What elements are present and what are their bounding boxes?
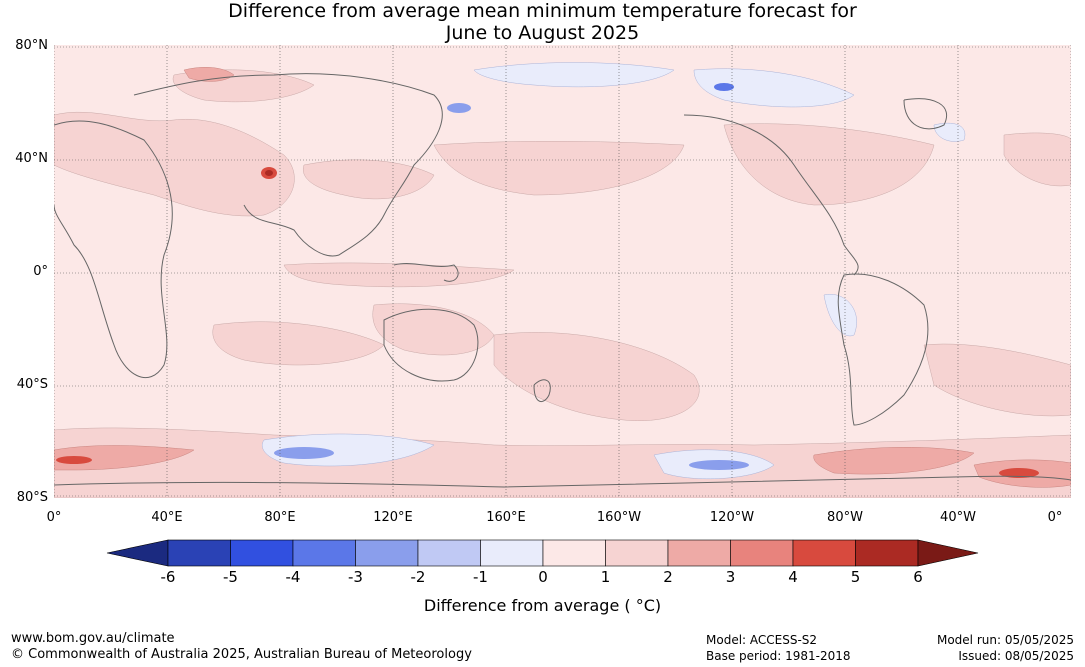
- colorbar-swatch: [792, 539, 856, 567]
- map-title: Difference from average mean minimum tem…: [0, 0, 1085, 44]
- lon-label-120w: 120°W: [709, 510, 755, 525]
- colorbar-swatch: [167, 539, 231, 567]
- lon-label-40w: 40°W: [940, 510, 976, 525]
- lon-label-80e: 80°E: [264, 510, 296, 525]
- colorbar-tick-label: -2: [410, 568, 426, 586]
- anomaly-minus-3-to-minus-2-regions: [714, 83, 734, 91]
- footer-website[interactable]: www.bom.gov.au/climate: [11, 631, 175, 646]
- footer-base-period: Base period: 1981-2018: [706, 649, 851, 663]
- lon-label-80w: 80°W: [827, 510, 863, 525]
- colorbar-tick-label: 4: [788, 568, 798, 586]
- anomaly-minus-2-to-minus-1-regions: [274, 103, 749, 470]
- anomaly-minus-1-to-0-regions: [261, 62, 966, 480]
- colorbar-swatch: [605, 539, 669, 567]
- lon-label-0: 0°: [46, 510, 62, 525]
- colorbar-swatch: [292, 539, 356, 567]
- lon-label-160e: 160°E: [486, 510, 526, 525]
- colorbar-extend-low: [106, 539, 169, 567]
- lon-label-120e: 120°E: [373, 510, 413, 525]
- colorbar-tick-label: -6: [160, 568, 176, 586]
- footer-copyright: © Commonwealth of Australia 2025, Austra…: [11, 647, 472, 662]
- colorbar-swatch: [667, 539, 731, 567]
- colorbar-swatch: [480, 539, 544, 567]
- colorbar-tick-label: -3: [348, 568, 363, 586]
- colorbar-swatch: [730, 539, 794, 567]
- footer-model: Model: ACCESS-S2: [706, 633, 818, 647]
- colorbar-swatch: [855, 539, 919, 567]
- colorbar-tick-label: 5: [850, 568, 861, 586]
- colorbar-tick-label: 3: [725, 568, 736, 586]
- footer-issued: Issued: 08/05/2025: [958, 649, 1074, 663]
- colorbar: [105, 538, 980, 574]
- anomaly-5-to-6-regions: [265, 170, 273, 176]
- title-line-2: June to August 2025: [445, 22, 640, 44]
- colorbar-swatch: [542, 539, 606, 567]
- anomaly-4-to-5-regions: [56, 167, 1039, 478]
- colorbar-swatch: [230, 539, 294, 567]
- colorbar-tick-label: 2: [663, 568, 673, 586]
- temperature-anomaly-map: [54, 45, 1071, 498]
- lat-label-80n: 80°N: [15, 38, 48, 53]
- lat-label-0: 0°: [33, 264, 48, 279]
- colorbar-tick-label: 0: [538, 568, 548, 586]
- colorbar-tick-label: 6: [913, 568, 923, 586]
- colorbar-swatches: [106, 539, 979, 567]
- title-line-1: Difference from average mean minimum tem…: [228, 0, 857, 22]
- colorbar-tick-label: 1: [600, 568, 611, 586]
- colorbar-tick-label: -5: [223, 568, 238, 586]
- lon-label-160w: 160°W: [596, 510, 642, 525]
- map-canvas: [54, 45, 1071, 498]
- colorbar-tick-label: -4: [285, 568, 301, 586]
- colorbar-swatch: [355, 539, 419, 567]
- lat-label-80s: 80°S: [16, 490, 48, 505]
- colorbar-swatch: [417, 539, 481, 567]
- colorbar-extend-high: [917, 539, 979, 567]
- colorbar-tick-label: -1: [473, 568, 488, 586]
- lon-label-0-east: 0°: [1047, 510, 1063, 525]
- lat-label-40s: 40°S: [16, 377, 48, 392]
- lat-label-40n: 40°N: [15, 151, 48, 166]
- colorbar-label: Difference from average ( °C): [423, 596, 662, 615]
- ocean-background: [54, 45, 1071, 498]
- lon-label-40e: 40°E: [151, 510, 183, 525]
- gridlines: [54, 45, 1071, 498]
- footer-model-run: Model run: 05/05/2025: [936, 633, 1074, 647]
